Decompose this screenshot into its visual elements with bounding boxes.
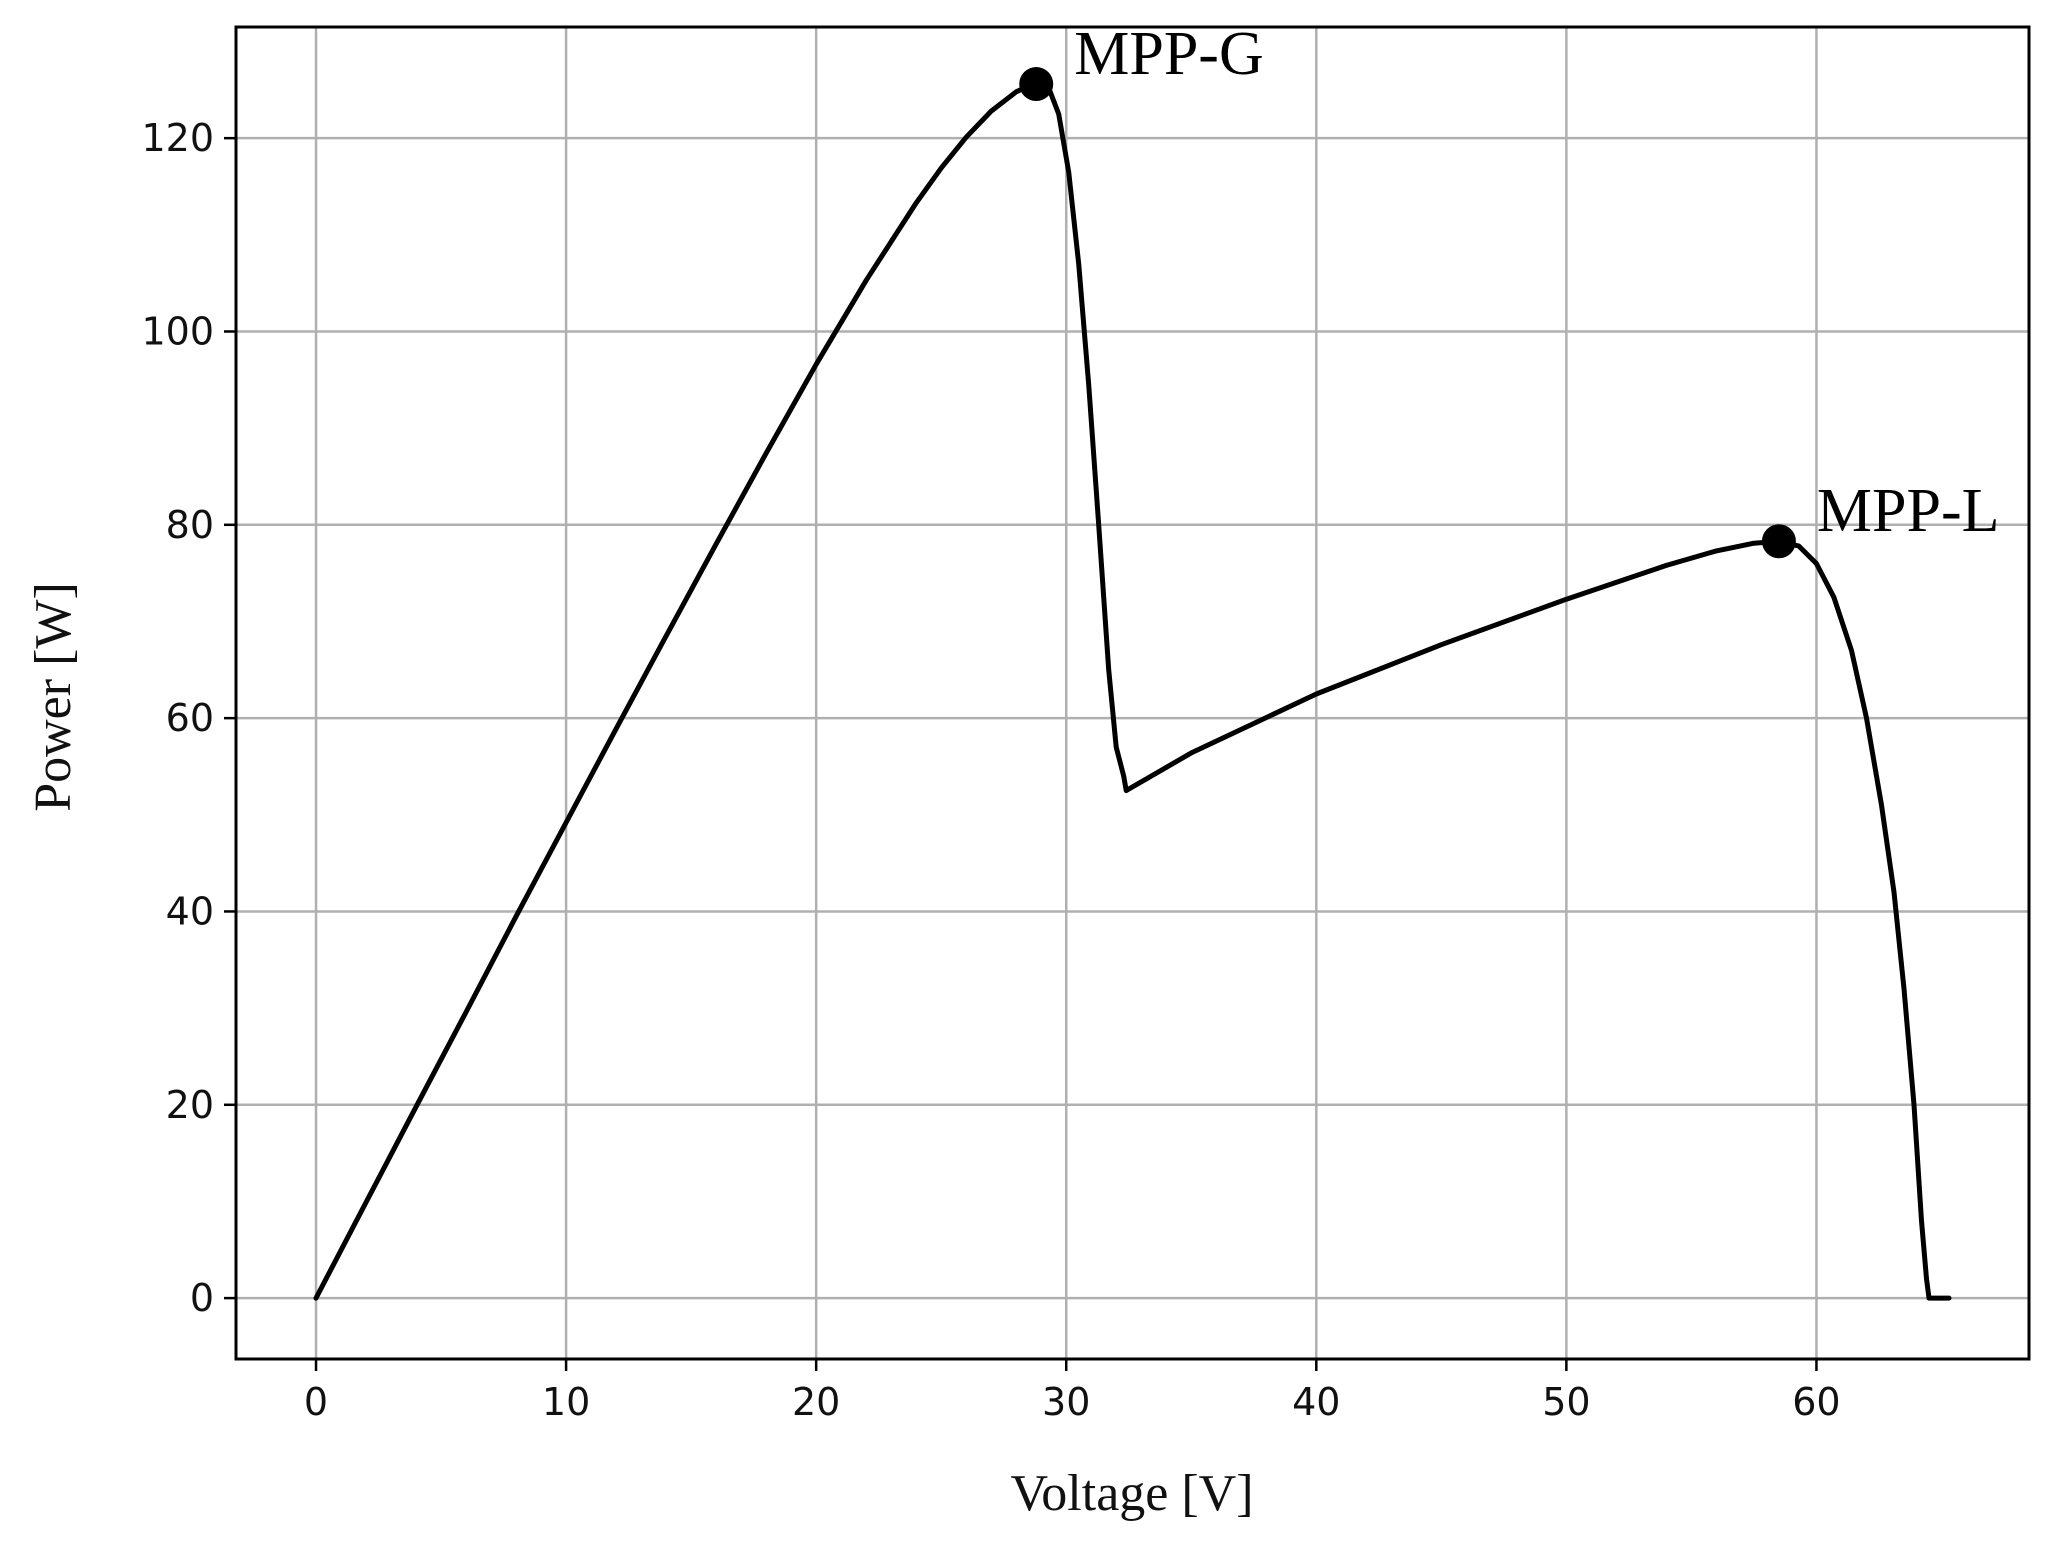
x-tick-label: 0 — [304, 1380, 328, 1424]
x-axis-label: Voltage [V] — [1010, 1465, 1253, 1522]
x-tick-label: 30 — [1042, 1380, 1090, 1424]
mpp-g-marker — [1019, 67, 1054, 102]
y-tick-label: 0 — [190, 1276, 214, 1320]
y-tick-label: 80 — [166, 503, 214, 547]
plot-frame — [234, 25, 2031, 1361]
x-tick-label: 20 — [792, 1380, 840, 1424]
axis-ticks: 0 10 20 30 40 50 60 0 20 40 60 80 100 120 — [141, 116, 1840, 1424]
mpp-l-label: MPP-L — [1817, 477, 2000, 545]
mpp-l-marker — [1761, 524, 1796, 559]
x-tick-label: 10 — [542, 1380, 590, 1424]
y-tick-label: 60 — [166, 696, 214, 740]
plot-area — [313, 81, 1952, 1301]
grid — [236, 27, 2029, 1359]
y-tick-label: 120 — [141, 116, 214, 160]
x-tick-label: 50 — [1542, 1380, 1590, 1424]
power-curve — [313, 81, 1952, 1301]
x-tick-label: 40 — [1292, 1380, 1340, 1424]
y-axis-label: Power [W] — [25, 582, 82, 812]
mpp-markers: MPP-G MPP-L — [1019, 20, 2000, 559]
x-tick-label: 60 — [1792, 1380, 1840, 1424]
y-tick-label: 20 — [166, 1083, 214, 1127]
mpp-g-label: MPP-G — [1074, 20, 1264, 88]
y-tick-label: 100 — [141, 309, 214, 353]
y-tick-label: 40 — [166, 889, 214, 933]
